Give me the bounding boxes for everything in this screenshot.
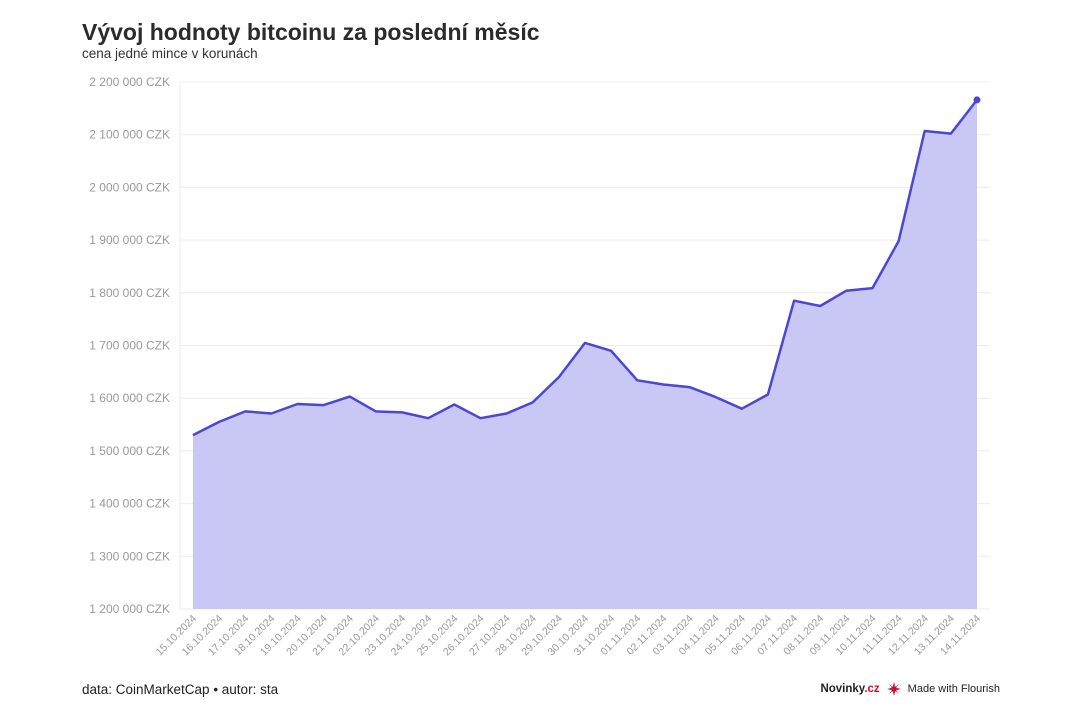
area-fill bbox=[193, 99, 977, 610]
data-point[interactable] bbox=[191, 433, 195, 437]
data-point[interactable] bbox=[217, 420, 221, 424]
area-chart: 1 200 000 CZK 1 300 000 CZK 1 400 000 CZK 1… bbox=[89, 75, 990, 659]
data-point[interactable] bbox=[844, 289, 848, 293]
data-point[interactable] bbox=[766, 393, 770, 397]
data-point[interactable] bbox=[583, 341, 587, 345]
data-point[interactable] bbox=[374, 409, 378, 413]
data-point[interactable] bbox=[557, 375, 561, 379]
data-point[interactable] bbox=[714, 395, 718, 399]
flourish-icon bbox=[886, 682, 901, 696]
data-point[interactable] bbox=[792, 299, 796, 303]
chart-subtitle: cena jedné mince v korunách bbox=[82, 46, 258, 61]
data-point[interactable] bbox=[635, 378, 639, 382]
data-point[interactable] bbox=[661, 382, 665, 386]
y-tick-label: 1 700 000 CZK bbox=[89, 339, 170, 353]
data-point[interactable] bbox=[296, 402, 300, 406]
novinky-logo[interactable]: Novinky.cz bbox=[820, 683, 879, 695]
made-with-flourish-link[interactable]: Made with Flourish bbox=[907, 683, 1000, 695]
series-line bbox=[192, 99, 978, 437]
y-tick-label: 1 400 000 CZK bbox=[89, 497, 170, 511]
data-point[interactable] bbox=[452, 403, 456, 407]
data-point[interactable] bbox=[818, 304, 822, 308]
data-point[interactable] bbox=[322, 403, 326, 407]
data-point[interactable] bbox=[426, 416, 430, 420]
data-point[interactable] bbox=[740, 407, 744, 411]
data-point[interactable] bbox=[897, 239, 901, 243]
data-point[interactable] bbox=[400, 410, 404, 414]
y-tick-label: 1 500 000 CZK bbox=[89, 444, 170, 458]
y-tick-label: 2 100 000 CZK bbox=[89, 128, 170, 142]
y-tick-label: 2 000 000 CZK bbox=[89, 180, 170, 194]
brand-prefix: Novinky bbox=[820, 683, 865, 695]
data-point[interactable] bbox=[531, 400, 535, 404]
y-tick-label: 1 200 000 CZK bbox=[89, 602, 170, 616]
data-point[interactable] bbox=[923, 129, 927, 133]
data-point[interactable] bbox=[348, 395, 352, 399]
y-tick-label: 2 200 000 CZK bbox=[89, 75, 170, 89]
data-point[interactable] bbox=[269, 411, 273, 415]
y-axis-tick-labels: 1 200 000 CZK 1 300 000 CZK 1 400 000 CZK 1… bbox=[89, 75, 170, 616]
data-point[interactable] bbox=[973, 96, 981, 104]
y-tick-label: 1 300 000 CZK bbox=[89, 549, 170, 563]
data-point[interactable] bbox=[949, 132, 953, 136]
y-tick-label: 1 900 000 CZK bbox=[89, 233, 170, 247]
data-point[interactable] bbox=[609, 349, 613, 353]
y-tick-label: 1 600 000 CZK bbox=[89, 391, 170, 405]
source-credit: data: CoinMarketCap • autor: sta bbox=[82, 682, 279, 697]
y-tick-label: 1 800 000 CZK bbox=[89, 286, 170, 300]
data-point[interactable] bbox=[870, 286, 874, 290]
footer-branding: Novinky.cz Made with Flourish bbox=[820, 682, 1000, 696]
x-axis-tick-labels: 15.10.202416.10.202417.10.202418.10.2024… bbox=[153, 613, 983, 659]
data-point[interactable] bbox=[243, 409, 247, 413]
data-point[interactable] bbox=[688, 385, 692, 389]
chart-title: Vývoj hodnoty bitcoinu za poslední měsíc bbox=[82, 19, 540, 45]
data-point[interactable] bbox=[478, 416, 482, 420]
brand-suffix: .cz bbox=[864, 683, 880, 695]
data-points bbox=[191, 96, 981, 437]
data-point[interactable] bbox=[505, 411, 509, 415]
